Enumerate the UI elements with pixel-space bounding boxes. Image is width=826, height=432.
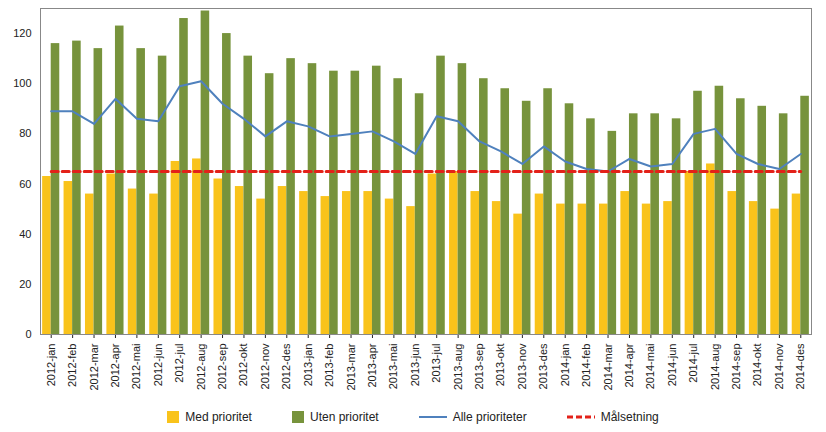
svg-text:2014-apr: 2014-apr [623,343,635,387]
svg-text:2013-feb: 2013-feb [323,344,335,387]
html-text:Med prioritet: Med prioritet [185,410,252,424]
svg-text:2013-jan: 2013-jan [302,344,314,387]
svg-text:2012-sep: 2012-sep [216,344,228,390]
svg-text:2014-jun: 2014-jun [666,344,678,387]
svg-text:20: 20 [19,278,31,290]
svg-text:2013-aug: 2013-aug [452,344,464,391]
svg-text:2014-nov: 2014-nov [773,343,785,389]
svg-text:2013-sep: 2013-sep [473,344,485,390]
svg-text:2014-jul: 2014-jul [687,344,699,383]
html-text:Alle prioriteter: Alle prioriteter [452,410,527,424]
svg-text:2013-mai: 2013-mai [387,344,399,390]
svg-text:2012-jan: 2012-jan [45,344,57,387]
svg-text:2014-jan: 2014-jan [559,344,571,387]
svg-text:2014-des: 2014-des [794,343,806,389]
svg-text:2012-feb: 2012-feb [66,344,78,387]
svg-text:2012-jun: 2012-jun [152,344,164,387]
svg-text:2012-mar: 2012-mar [88,343,100,390]
svg-text:2014-aug: 2014-aug [709,344,721,391]
svg-text:2013-jul: 2013-jul [430,344,442,383]
svg-text:2012-aug: 2012-aug [195,344,207,391]
svg-text:2013-nov: 2013-nov [516,343,528,389]
html-text:Målsetning: Målsetning [600,410,659,424]
svg-text:2014-mar: 2014-mar [602,343,614,390]
svg-text:60: 60 [19,178,31,190]
svg-text:80: 80 [19,127,31,139]
svg-text:2014-sep: 2014-sep [730,344,742,390]
svg-text:2014-feb: 2014-feb [580,344,592,387]
svg-text:40: 40 [19,228,31,240]
svg-text:120: 120 [13,27,31,39]
svg-text:2012-des: 2012-des [280,343,292,389]
svg-text:2012-mai: 2012-mai [130,344,142,390]
svg-text:2013-mar: 2013-mar [345,343,357,390]
svg-text:2013-jun: 2013-jun [409,344,421,387]
svg-text:2014-mai: 2014-mai [644,344,656,390]
svg-text:2013-apr: 2013-apr [366,343,378,387]
svg-text:2012-apr: 2012-apr [109,343,121,387]
svg-text:2012-jul: 2012-jul [173,344,185,383]
svg-text:2013-des: 2013-des [537,343,549,389]
svg-text:2012-nov: 2012-nov [259,343,271,389]
svg-text:100: 100 [13,77,31,89]
svg-text:2013-okt: 2013-okt [494,344,506,387]
svg-text:2014-okt: 2014-okt [751,344,763,387]
html-text:Uten prioritet: Uten prioritet [310,410,379,424]
svg-text:2012-okt: 2012-okt [237,344,249,387]
svg-text:0: 0 [25,328,31,340]
